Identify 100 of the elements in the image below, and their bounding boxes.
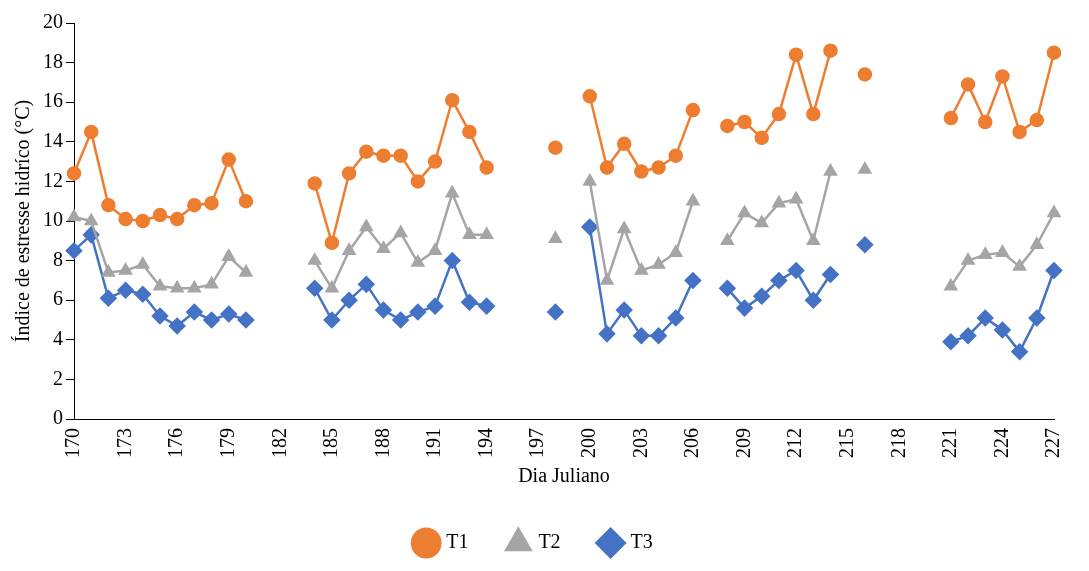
point: [771, 106, 787, 122]
point: [1028, 309, 1046, 327]
point: [325, 281, 339, 293]
x-tick-label: 200: [577, 428, 600, 458]
point: [720, 233, 734, 246]
point: [152, 207, 168, 223]
point: [204, 195, 219, 211]
point: [238, 193, 254, 209]
x-tick-label: 218: [886, 428, 909, 458]
x-tick-label: 185: [319, 428, 342, 458]
point: [738, 205, 751, 218]
point: [754, 130, 769, 146]
y-tick-label: 14: [43, 129, 63, 152]
point: [976, 309, 994, 327]
point: [772, 195, 786, 208]
point: [444, 252, 461, 269]
point: [117, 282, 134, 299]
point: [720, 118, 735, 134]
point: [548, 140, 563, 155]
x-axis-title: Dia Juliano: [518, 464, 610, 487]
y-tick-label: 4: [53, 327, 63, 350]
point: [358, 276, 375, 293]
point: [101, 197, 116, 213]
point: [634, 263, 648, 275]
legend-label: T3: [630, 530, 653, 553]
legend-label: T1: [446, 530, 469, 553]
point: [169, 211, 185, 227]
point: [959, 327, 977, 345]
point: [187, 197, 202, 213]
point: [651, 160, 666, 175]
x-tick-label: 188: [370, 428, 393, 458]
x-tick-label: 227: [1041, 428, 1064, 458]
y-tick-label: 8: [53, 247, 63, 270]
point: [685, 102, 701, 118]
point: [1045, 262, 1063, 279]
point: [599, 160, 615, 175]
point: [462, 124, 477, 140]
point: [857, 67, 873, 82]
point: [667, 309, 684, 327]
point: [858, 162, 872, 174]
point: [66, 166, 82, 181]
point: [824, 164, 837, 176]
point: [856, 236, 874, 254]
point: [394, 225, 408, 238]
point: [135, 213, 151, 229]
point: [222, 249, 236, 261]
point: [977, 114, 993, 130]
point: [582, 89, 598, 104]
point: [100, 289, 117, 307]
point: [427, 154, 443, 169]
x-tick-label: 179: [215, 428, 238, 458]
point: [961, 253, 975, 265]
y-tick-label: 12: [43, 168, 63, 191]
point: [719, 280, 736, 297]
point: [978, 247, 992, 259]
y-tick-label: 2: [53, 366, 63, 389]
point: [342, 243, 356, 255]
point: [445, 92, 460, 108]
point: [359, 219, 373, 232]
point: [426, 297, 444, 315]
point: [205, 277, 218, 289]
point: [736, 299, 753, 317]
point: [239, 265, 253, 277]
point: [686, 193, 700, 206]
point: [479, 160, 494, 175]
x-tick-label: 221: [938, 428, 961, 458]
point: [119, 263, 133, 275]
point: [340, 291, 358, 309]
point: [393, 148, 408, 163]
x-tick-label: 191: [422, 428, 445, 458]
y-tick-label: 20: [43, 10, 63, 33]
point: [1047, 205, 1061, 218]
point: [118, 211, 133, 227]
x-tick-label: 203: [628, 428, 651, 458]
point: [753, 287, 770, 305]
point: [65, 242, 83, 259]
point: [375, 301, 392, 319]
x-tick-label: 173: [112, 428, 135, 458]
point: [307, 176, 322, 191]
point: [220, 305, 237, 323]
point: [943, 110, 959, 126]
point: [1029, 112, 1045, 128]
point: [806, 233, 820, 246]
point: [650, 327, 667, 345]
point: [462, 227, 476, 240]
y-tick-label: 18: [43, 49, 63, 72]
point: [942, 333, 960, 351]
point: [598, 325, 616, 343]
point: [1013, 259, 1027, 271]
point: [409, 303, 427, 321]
point: [634, 164, 649, 179]
y-tick-label: 16: [43, 89, 63, 112]
point: [221, 152, 236, 167]
point: [547, 303, 564, 321]
legend-label: T2: [538, 530, 561, 553]
point: [428, 243, 442, 255]
point: [411, 255, 425, 267]
y-tick-label: 0: [53, 406, 63, 429]
point: [445, 186, 459, 198]
point: [1030, 237, 1044, 250]
